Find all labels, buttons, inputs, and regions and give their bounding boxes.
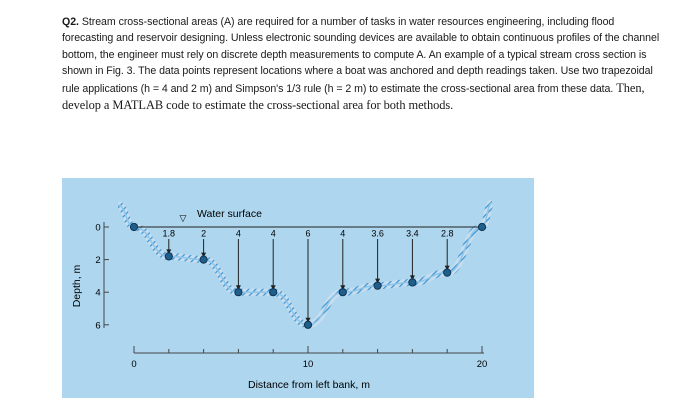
arrow-head <box>340 285 346 291</box>
data-point <box>164 252 173 261</box>
depth-arrows <box>166 239 450 323</box>
arrow-head <box>235 285 241 291</box>
arrow-head <box>201 252 207 258</box>
arrow-head <box>166 249 172 255</box>
question-matlab-task: Then, develop a MATLAB code to estimate … <box>62 80 645 113</box>
water-level-symbol: ▽ <box>180 213 187 223</box>
arrow-head <box>444 265 450 271</box>
depth-label: 4 <box>236 229 241 239</box>
depth-label: 4 <box>271 229 276 239</box>
data-point <box>477 222 487 232</box>
data-point <box>303 320 313 329</box>
x-axis-label: Distance from left bank, m <box>248 379 370 391</box>
y-tick-label: 2 <box>95 255 100 266</box>
data-point <box>129 222 139 232</box>
figure-background <box>62 178 534 398</box>
data-point <box>338 288 347 297</box>
arrow-head <box>409 275 415 281</box>
water-surface-label: Water surface <box>197 208 262 220</box>
depth-label: 2 <box>201 229 206 239</box>
x-axis-ticks: 0 10 20 <box>131 346 487 370</box>
y-axis-label: Depth, m <box>71 264 83 307</box>
depth-label: 3.6 <box>371 229 384 239</box>
data-point <box>408 278 417 287</box>
question-text: Q2. Stream cross-sectional areas (A) are… <box>62 14 662 114</box>
y-axis-ticks: 0 2 4 6 <box>95 223 109 331</box>
question-number: Q2. <box>62 16 79 28</box>
data-points <box>129 222 487 329</box>
y-tick-label: 0 <box>95 223 100 234</box>
x-tick-label: 20 <box>477 359 488 370</box>
data-point <box>269 288 278 297</box>
data-point <box>199 255 208 264</box>
arrow-head <box>270 285 276 291</box>
depth-label: 6 <box>305 229 310 239</box>
arrow-head <box>375 278 381 284</box>
x-tick-label: 0 <box>131 359 136 370</box>
depth-label: 2.8 <box>441 229 454 239</box>
depth-label: 3.4 <box>406 229 419 239</box>
y-tick-label: 4 <box>95 288 100 299</box>
depth-label: 1.8 <box>163 229 176 239</box>
data-point <box>443 268 452 277</box>
arrow-head <box>305 317 311 323</box>
stream-cross-section-figure: 1.8 2 4 4 6 4 3.6 3.4 2.8 ▽ Water surface 0 2 4 6 D… <box>62 178 534 403</box>
question-body: Stream cross-sectional areas (A) are req… <box>62 16 660 95</box>
y-tick-label: 6 <box>95 320 100 331</box>
data-point <box>234 288 243 297</box>
x-tick-label: 10 <box>303 359 314 370</box>
cross-section-svg: 1.8 2 4 4 6 4 3.6 3.4 2.8 ▽ Water surface 0 2 4 6 D… <box>62 178 534 398</box>
data-point <box>373 281 382 290</box>
depth-label: 4 <box>340 229 345 239</box>
depth-value-labels: 1.8 2 4 4 6 4 3.6 3.4 2.8 <box>163 229 454 239</box>
